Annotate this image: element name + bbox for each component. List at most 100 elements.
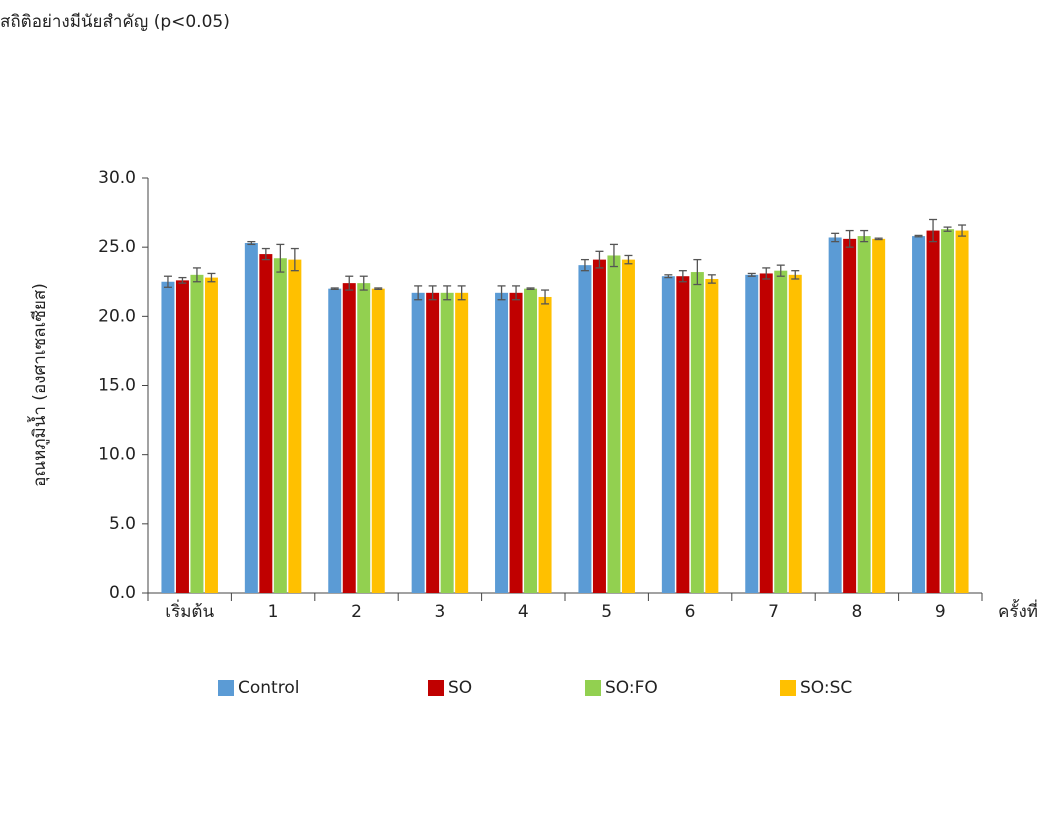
bar xyxy=(788,274,802,593)
bar xyxy=(857,236,871,593)
x-tick-label: 9 xyxy=(935,602,946,622)
error-bar xyxy=(512,285,521,301)
bar xyxy=(524,288,538,593)
bar xyxy=(244,243,258,593)
error-bar xyxy=(207,272,216,283)
error-bar xyxy=(929,218,938,243)
x-tick-label: 6 xyxy=(685,602,696,622)
error-bar xyxy=(374,287,383,291)
x-tick-label: 3 xyxy=(434,602,445,622)
error-bar xyxy=(776,264,785,277)
bar xyxy=(955,230,969,594)
x-tick-label: 4 xyxy=(518,602,529,622)
error-bar xyxy=(874,237,883,241)
bar xyxy=(190,274,204,593)
x-tick-label: 8 xyxy=(851,602,862,622)
bar xyxy=(661,276,675,593)
legend-swatch xyxy=(780,680,796,696)
bar xyxy=(538,296,552,593)
bar xyxy=(509,292,523,593)
legend-swatch xyxy=(428,680,444,696)
x-tick-label: 1 xyxy=(268,602,279,622)
legend-label: SO:FO xyxy=(605,678,658,698)
bar xyxy=(426,292,440,593)
bar xyxy=(495,292,509,593)
error-bar xyxy=(791,270,800,280)
bar xyxy=(578,265,592,593)
bar xyxy=(259,254,273,594)
error-bar xyxy=(624,254,633,265)
bar xyxy=(273,258,287,593)
y-tick-label: 20.0 xyxy=(98,306,136,326)
error-bar xyxy=(707,274,716,284)
error-bar xyxy=(290,247,299,272)
bar xyxy=(342,283,356,593)
error-bar xyxy=(958,224,967,237)
bar xyxy=(941,229,955,593)
y-tick-label: 10.0 xyxy=(98,445,136,465)
error-bar xyxy=(762,267,771,280)
y-tick-label: 30.0 xyxy=(98,168,136,188)
bar xyxy=(843,238,857,593)
bar xyxy=(774,270,788,593)
error-bar xyxy=(330,287,339,291)
y-tick-label: 5.0 xyxy=(109,514,136,534)
bar xyxy=(175,280,189,593)
error-bar xyxy=(359,275,368,291)
bar xyxy=(328,288,342,593)
bar xyxy=(759,273,773,593)
error-bar xyxy=(247,240,256,246)
error-bar xyxy=(914,234,923,238)
error-bar xyxy=(497,285,506,301)
bar xyxy=(592,259,606,593)
error-bar xyxy=(163,275,172,288)
x-tick-label: 2 xyxy=(351,602,362,622)
bar xyxy=(607,255,621,593)
y-axis-label: อุณหภูมิน้ำ (องศาเซลเซียส) xyxy=(27,283,50,487)
error-bar xyxy=(414,285,423,301)
bar xyxy=(371,288,385,593)
error-bar xyxy=(457,285,466,301)
y-tick-label: 0.0 xyxy=(109,583,136,603)
error-bar xyxy=(831,232,840,243)
bar xyxy=(621,259,635,593)
error-bar xyxy=(678,270,687,283)
bar xyxy=(912,236,926,593)
bar xyxy=(440,292,454,593)
error-bar xyxy=(541,289,550,305)
x-tick-label: 5 xyxy=(601,602,612,622)
error-bar xyxy=(860,229,869,243)
legend-swatch xyxy=(218,680,234,696)
error-bar xyxy=(580,258,589,272)
error-bar xyxy=(845,229,854,248)
y-tick-label: 15.0 xyxy=(98,376,136,396)
x-tick-label: 7 xyxy=(768,602,779,622)
annotation: สถิติอย่างมีนัยสำคัญ (p<0.05) xyxy=(0,12,230,32)
x-tick-label: เริ่มต้น xyxy=(165,599,214,622)
error-bar xyxy=(192,267,201,283)
y-tick-label: 25.0 xyxy=(98,237,136,257)
bar xyxy=(705,278,719,593)
bar xyxy=(204,277,218,593)
bar xyxy=(411,292,425,593)
legend-label: Control xyxy=(238,678,299,698)
legend-label: SO xyxy=(448,678,472,698)
error-bar xyxy=(943,226,952,232)
legend-label: SO:SC xyxy=(800,678,852,698)
bar xyxy=(357,283,371,593)
bar xyxy=(745,274,759,593)
bar xyxy=(288,259,302,593)
bar xyxy=(690,272,704,593)
error-bar xyxy=(443,285,452,301)
error-bar xyxy=(595,250,604,269)
error-bar xyxy=(526,287,535,291)
error-bar xyxy=(276,243,285,273)
error-bar xyxy=(428,285,437,301)
bar xyxy=(676,276,690,593)
legend-swatch xyxy=(585,680,601,696)
x-axis-label: ครั้งที่ xyxy=(998,599,1038,622)
bar xyxy=(926,230,940,594)
bar xyxy=(872,238,886,593)
error-bar xyxy=(664,274,673,279)
